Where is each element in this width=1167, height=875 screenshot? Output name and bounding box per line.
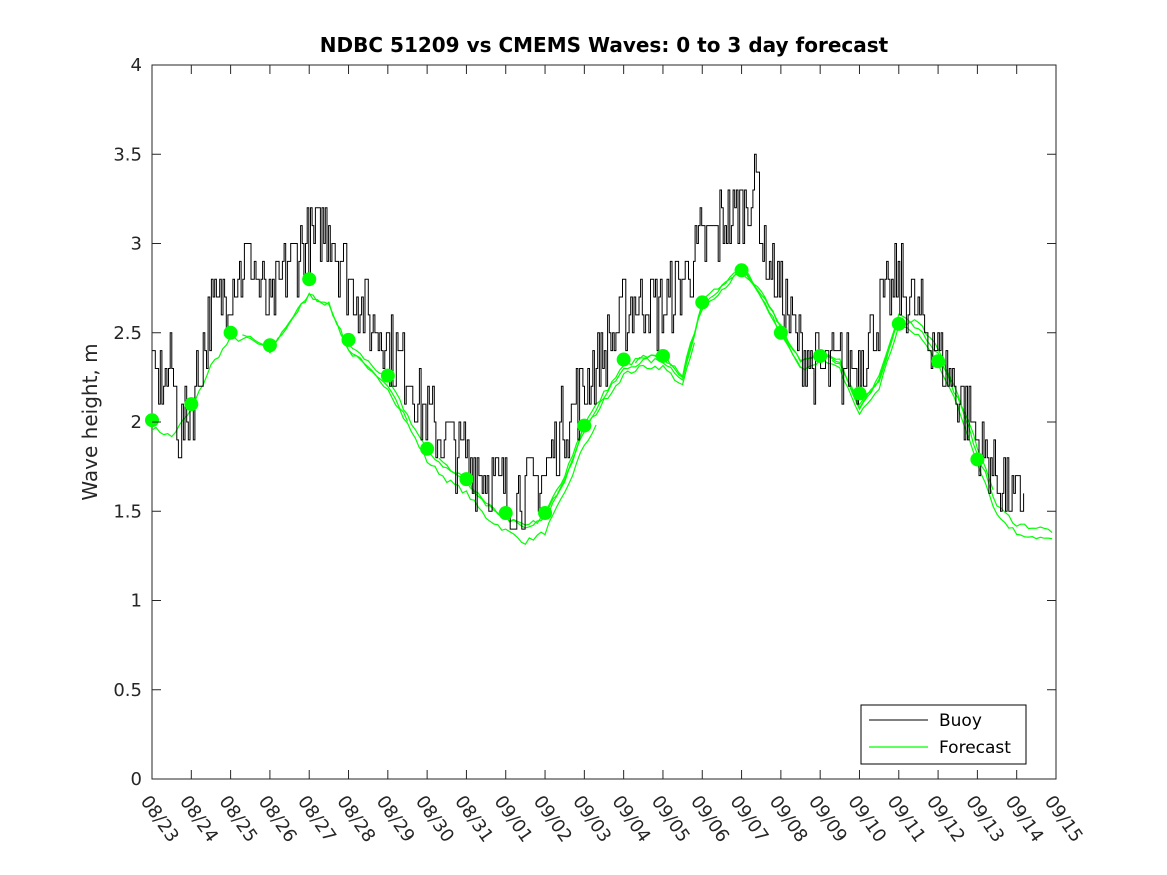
forecast-marker [970,452,985,467]
legend: Buoy Forecast [860,704,1027,765]
forecast-marker [891,316,906,331]
y-axis-label: Wave height, m [78,343,102,500]
forecast-line [438,342,695,529]
y-tick-label: 0 [131,769,142,790]
legend-box [860,704,1027,765]
forecast-marker [813,348,828,363]
y-tick-label: 4 [131,55,142,76]
forecast-marker [773,325,788,340]
forecast-marker [695,295,710,310]
y-tick-label: 2 [131,412,142,433]
forecast-marker [734,263,749,278]
forecast-marker [655,348,670,363]
buoy-line [152,153,1025,530]
plot-area [151,64,1057,780]
forecast-marker [616,352,631,367]
forecast-marker [459,472,474,487]
forecast-marker [852,386,867,401]
forecast-marker [538,506,553,521]
forecast-marker [145,413,159,428]
forecast-marker [498,506,513,521]
forecast-marker [262,338,277,353]
chart-title: NDBC 51209 vs CMEMS Waves: 0 to 3 day fo… [320,33,889,57]
y-tick-label: 0.5 [113,680,142,701]
forecast-marker [223,325,238,340]
forecast-marker [380,368,395,383]
y-tick-label: 3 [131,234,142,255]
forecast-marker [931,354,946,369]
forecast-marker [302,272,317,287]
forecast-line [242,292,597,545]
series-layer [145,153,1053,545]
forecast-marker [420,441,435,456]
y-tick-label: 1.5 [113,501,142,522]
legend-label-forecast: Forecast [939,738,1011,758]
forecast-marker [341,332,356,347]
y-tick-label: 2.5 [113,323,142,344]
forecast-marker [184,397,199,412]
y-tick-label: 1 [131,591,142,612]
y-tick-label: 3.5 [113,144,142,165]
forecast-marker [577,418,592,433]
legend-label-buoy: Buoy [939,711,982,731]
